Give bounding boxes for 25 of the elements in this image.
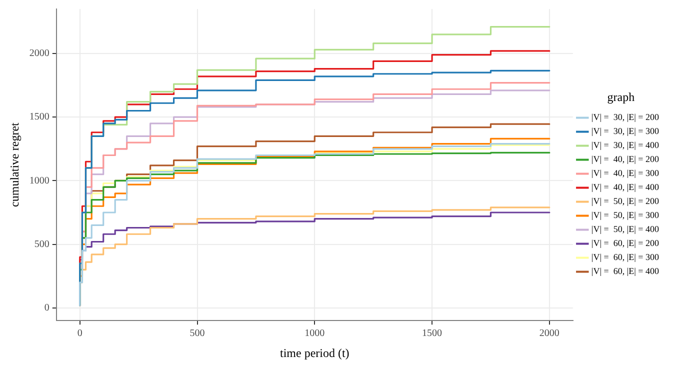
x-tick-label: 500 bbox=[190, 328, 205, 340]
y-tick-label: 0 bbox=[44, 302, 50, 314]
legend-label: |V| = 50, |E| = 200 bbox=[591, 196, 660, 206]
legend-label: |V| = 30, |E| = 400 bbox=[591, 140, 660, 150]
legend-label: |V| = 30, |E| = 200 bbox=[591, 112, 660, 122]
legend-label: |V| = 50, |E| = 400 bbox=[591, 224, 660, 234]
y-tick-label: 1500 bbox=[29, 112, 50, 123]
legend-label: |V| = 30, |E| = 300 bbox=[591, 126, 660, 136]
x-tick-label: 1500 bbox=[422, 328, 442, 340]
x-tick-label: 0 bbox=[77, 328, 82, 340]
x-axis-title: time period (t) bbox=[280, 346, 350, 360]
legend-label: |V| = 40, |E| = 200 bbox=[591, 154, 660, 164]
y-tick-label: 500 bbox=[34, 238, 50, 250]
legend-label: |V| = 50, |E| = 300 bbox=[591, 210, 660, 220]
y-tick-label: 1000 bbox=[29, 175, 50, 186]
y-axis-title: cumulative regret bbox=[7, 122, 22, 207]
legend-label: |V| = 40, |E| = 400 bbox=[591, 182, 660, 192]
legend-label: |V| = 60, |E| = 200 bbox=[591, 238, 660, 248]
x-tick-label: 1000 bbox=[304, 328, 325, 340]
legend-label: |V| = 60, |E| = 300 bbox=[591, 252, 660, 262]
legend-label: |V| = 40, |E| = 300 bbox=[591, 168, 660, 178]
legend-title: graph bbox=[607, 90, 635, 104]
y-tick-label: 2000 bbox=[29, 48, 50, 60]
legend-label: |V| = 60, |E| = 400 bbox=[591, 266, 660, 276]
x-tick-label: 2000 bbox=[539, 328, 560, 340]
